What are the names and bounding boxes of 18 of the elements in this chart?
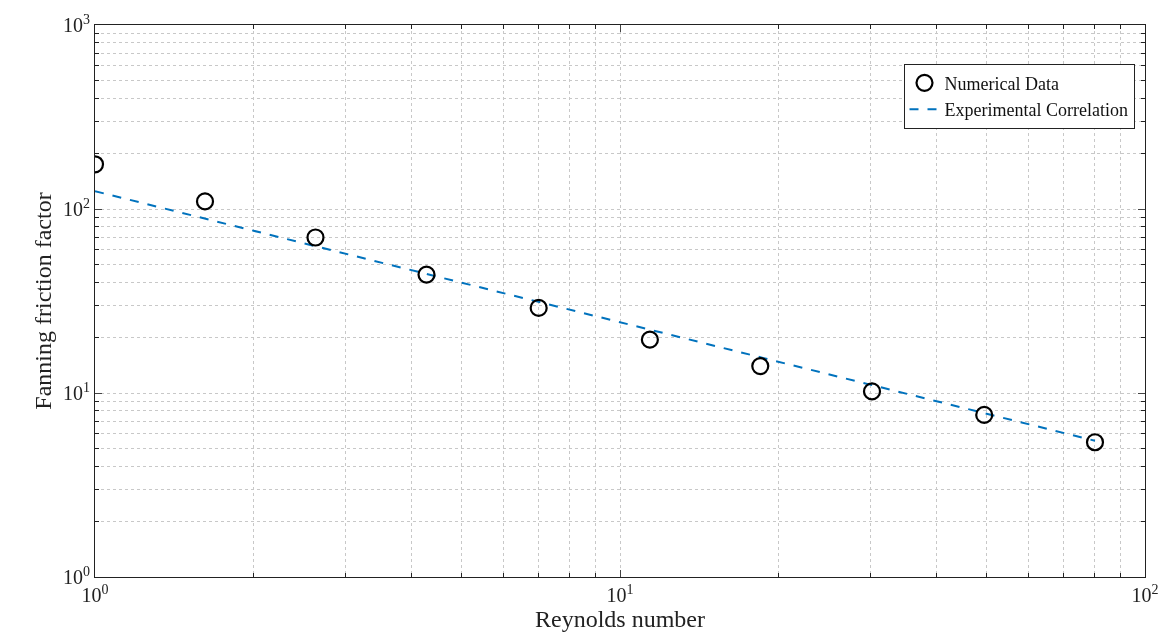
- y-tick-label: 10$^{1}$: [63, 379, 90, 404]
- y-axis-title: Fanning friction factor: [30, 192, 57, 410]
- point: [195, 192, 215, 211]
- y-tick-label: 10$^{2}$: [63, 195, 90, 220]
- point: [1085, 433, 1105, 452]
- legend-label: Numerical Data: [944, 73, 1059, 94]
- point: [640, 330, 659, 349]
- point: [417, 265, 436, 284]
- point: [751, 357, 770, 376]
- point: [862, 382, 882, 401]
- y-tick-label: 10$^{3}$: [63, 11, 90, 36]
- x-tick-label: 10$^{1}$: [606, 581, 634, 606]
- x-axis-title: Reynolds number: [535, 606, 705, 632]
- point: [529, 298, 548, 318]
- point: [975, 405, 994, 425]
- legend-label: Experimental Correlation: [944, 100, 1128, 121]
- x-tick-label: 10$^{2}$: [1131, 581, 1159, 606]
- point: [306, 228, 325, 247]
